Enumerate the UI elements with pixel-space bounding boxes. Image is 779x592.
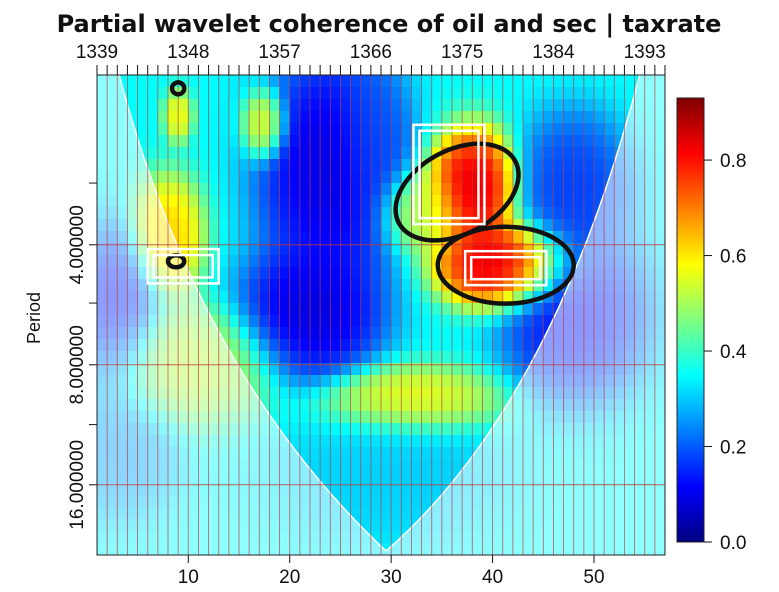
highlight-box-outer — [412, 123, 486, 226]
chart-title: Partial wavelet coherence of oil and sec… — [57, 10, 722, 38]
highlight-box-inner — [152, 253, 214, 279]
highlight-box-outer — [463, 249, 548, 287]
top-tick-label: 1339 — [76, 42, 118, 63]
highlight-box-inner — [469, 255, 542, 281]
left-tick-label: 8.000000 — [67, 325, 88, 404]
top-tick-label: 1357 — [258, 42, 300, 63]
colorbar-tick-label: 0.6 — [720, 247, 746, 268]
highlight-box-inner — [418, 129, 480, 220]
significance-contour — [169, 80, 187, 97]
colorbar-tick-label: 0.0 — [720, 533, 746, 554]
colorbar-tick-label: 0.4 — [720, 342, 747, 363]
top-tick-label: 1375 — [441, 42, 483, 63]
cone-left-edge — [118, 75, 387, 552]
left-axis: 4.000000 8.000000 16.000000 — [67, 182, 97, 530]
colorbar-tick-label: 0.8 — [720, 151, 746, 172]
top-tick-label: 1393 — [624, 42, 666, 63]
colorbar: 0.0 0.2 0.4 0.6 0.8 — [676, 97, 747, 554]
colorbar-tick-label: 0.2 — [720, 438, 746, 459]
highlight-boxes — [146, 123, 548, 287]
significance-contour — [435, 224, 576, 306]
bottom-tick-label: 10 — [178, 567, 199, 588]
bottom-axis: 10 20 30 40 50 — [178, 555, 605, 588]
top-tick-label: 1366 — [350, 42, 392, 63]
bottom-tick-label: 50 — [583, 567, 604, 588]
left-tick-label: 16.000000 — [67, 440, 88, 530]
y-axis-label: Period — [24, 292, 44, 344]
highlight-box-outer — [146, 247, 220, 285]
bottom-tick-label: 40 — [482, 567, 503, 588]
left-tick-label: 4.000000 — [67, 205, 88, 284]
top-axis: 1339 1348 1357 1366 1375 1384 1393 — [76, 42, 666, 75]
colorbar-scale — [676, 97, 705, 543]
bottom-tick-label: 30 — [381, 567, 402, 588]
top-tick-label: 1348 — [167, 42, 209, 63]
bottom-tick-label: 20 — [279, 567, 300, 588]
grid-lines — [97, 75, 665, 555]
top-tick-label: 1384 — [532, 42, 575, 63]
